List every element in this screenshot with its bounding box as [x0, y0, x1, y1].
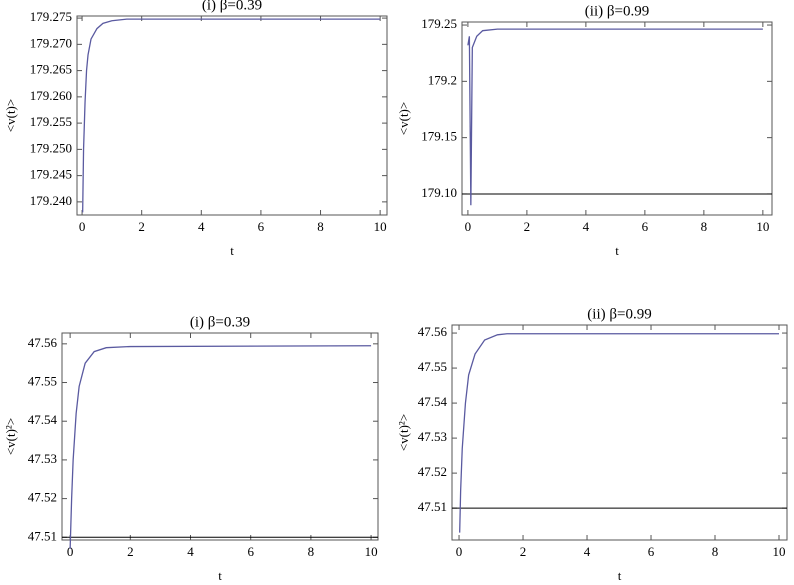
y-tick-label: 47.54: [418, 394, 448, 409]
chart-title: (i) β=0.39: [202, 0, 262, 13]
y-tick-label: 179.250: [30, 140, 72, 155]
y-tick-label: 47.52: [28, 490, 57, 505]
x-tick-label: 8: [701, 219, 708, 234]
data-line: [82, 18, 381, 213]
data-line: [459, 333, 779, 533]
x-tick-label: 2: [138, 219, 145, 234]
x-tick-label: 0: [67, 544, 74, 559]
plot-frame: [451, 324, 788, 541]
y-tick-label: 179.255: [30, 114, 72, 129]
x-tick-label: 6: [648, 544, 655, 559]
x-tick-label: 8: [317, 219, 324, 234]
chart-title: (i) β=0.39: [190, 314, 250, 330]
x-tick-label: 2: [524, 219, 531, 234]
y-tick-label: 179.240: [30, 193, 72, 208]
y-tick-label: 179.10: [421, 185, 457, 200]
y-tick-label: 47.52: [418, 464, 447, 479]
x-tick-label: 0: [465, 219, 472, 234]
x-axis-label: t: [618, 568, 622, 583]
chart-title: (ii) β=0.99: [587, 306, 651, 322]
y-tick-label: 47.51: [418, 499, 447, 514]
x-tick-label: 4: [584, 544, 591, 559]
x-tick-label: 4: [187, 544, 194, 559]
x-axis-label: t: [230, 243, 234, 258]
y-tick-label: 179.25: [421, 16, 457, 31]
y-tick-label: 179.265: [30, 62, 72, 77]
y-tick-label: 47.53: [28, 451, 57, 466]
y-tick-label: 179.275: [30, 9, 72, 24]
x-axis-label: t: [615, 243, 619, 258]
y-axis-label: <v(t)²>: [3, 418, 18, 455]
y-tick-label: 47.56: [418, 324, 448, 339]
y-axis-label: <v(t)>: [3, 99, 18, 132]
y-tick-label: 179.270: [30, 35, 72, 50]
y-tick-label: 179.245: [30, 167, 72, 182]
x-axis-label: t: [218, 568, 222, 583]
chart-title: (ii) β=0.99: [585, 3, 649, 19]
x-tick-label: 2: [127, 544, 134, 559]
y-tick-label: 47.55: [418, 359, 447, 374]
x-tick-label: 6: [247, 544, 254, 559]
y-tick-label: 47.54: [28, 412, 58, 427]
y-tick-label: 179.2: [428, 72, 457, 87]
x-tick-label: 0: [456, 544, 463, 559]
x-tick-label: 10: [773, 544, 786, 559]
plot-frame: [461, 21, 773, 216]
data-line: [69, 345, 372, 549]
x-tick-label: 4: [583, 219, 590, 234]
y-axis-label: <v(t)>: [396, 102, 411, 135]
data-line: [467, 28, 763, 206]
y-tick-label: 179.260: [30, 88, 72, 103]
x-tick-label: 0: [79, 219, 86, 234]
x-tick-label: 6: [642, 219, 649, 234]
y-axis-label: <v(t)²>: [396, 414, 411, 451]
y-tick-label: 47.56: [28, 335, 58, 350]
x-tick-label: 2: [520, 544, 527, 559]
x-tick-label: 10: [365, 544, 378, 559]
plot-frame: [76, 15, 388, 216]
x-tick-label: 6: [258, 219, 265, 234]
x-tick-label: 8: [308, 544, 315, 559]
y-tick-label: 47.53: [418, 429, 447, 444]
x-tick-label: 10: [756, 219, 769, 234]
x-tick-label: 4: [198, 219, 205, 234]
plot-frame: [61, 332, 379, 541]
x-tick-label: 10: [374, 219, 387, 234]
y-tick-label: 47.55: [28, 374, 57, 389]
y-tick-label: 179.15: [421, 129, 457, 144]
y-tick-label: 47.51: [28, 528, 57, 543]
x-tick-label: 8: [712, 544, 719, 559]
